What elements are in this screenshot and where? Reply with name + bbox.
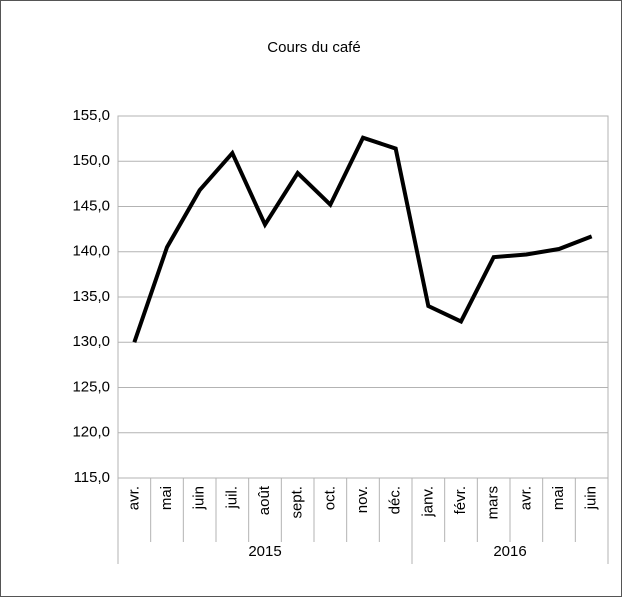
- chart-title: Cours du café: [267, 39, 360, 56]
- y-tick-label: 140,0: [72, 243, 110, 260]
- y-tick-label: 130,0: [72, 333, 110, 350]
- x-tick-label: févr.: [452, 486, 469, 514]
- y-tick-label: 135,0: [72, 288, 110, 305]
- x-tick-label: janv.: [419, 486, 436, 518]
- x-tick-label: mars: [485, 486, 502, 519]
- x-tick-label: avr.: [125, 486, 142, 510]
- x-tick-label: oct.: [321, 486, 338, 510]
- x-tick-label: juin: [583, 486, 600, 510]
- x-tick-label: août: [256, 485, 273, 515]
- y-tick-label: 115,0: [74, 469, 110, 486]
- y-tick-label: 125,0: [72, 378, 110, 395]
- x-tick-label: nov.: [354, 486, 371, 513]
- data-line: [132, 135, 593, 343]
- plot-frame: [117, 115, 609, 479]
- x-tick-label: déc.: [387, 486, 404, 514]
- x-tick-label: mai: [158, 486, 175, 510]
- group-label: 2016: [493, 543, 526, 560]
- x-tick-label: juin: [191, 486, 208, 510]
- y-tick-label: 150,0: [72, 152, 110, 169]
- x-tick-label: sept.: [289, 486, 306, 519]
- group-label: 2015: [248, 543, 281, 560]
- x-tick-label: avr.: [517, 486, 534, 510]
- x-tick-label: mai: [550, 486, 567, 510]
- y-tick-label: 120,0: [72, 424, 110, 441]
- y-tick-label: 145,0: [72, 197, 110, 214]
- y-tick-label: 155,0: [72, 107, 110, 124]
- x-tick-label: juil.: [223, 486, 240, 510]
